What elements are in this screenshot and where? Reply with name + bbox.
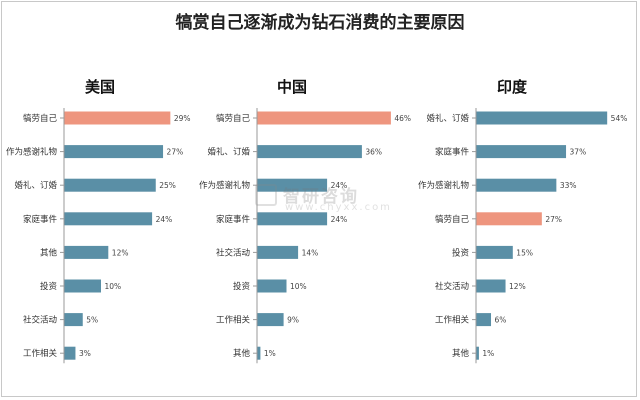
bar — [257, 313, 284, 327]
category-label: 其他 — [452, 348, 470, 359]
value-label: 24% — [156, 215, 173, 224]
bar — [64, 212, 153, 226]
bar — [476, 212, 542, 226]
category-label: 犒劳自己 — [435, 214, 470, 225]
bar — [257, 145, 362, 159]
watermark-text: 智研咨询 — [283, 187, 359, 207]
value-label: 24% — [331, 181, 348, 190]
bar — [64, 145, 164, 159]
bar — [257, 212, 328, 226]
bar — [476, 145, 567, 159]
value-label: 12% — [112, 248, 129, 257]
category-label: 家庭事件 — [216, 214, 251, 225]
category-label: 工作相关 — [23, 348, 58, 359]
category-label: 社交活动 — [216, 247, 251, 258]
value-label: 46% — [394, 114, 411, 123]
value-label: 3% — [79, 349, 91, 358]
category-label: 家庭事件 — [23, 214, 58, 225]
category-label: 犒劳自己 — [23, 113, 58, 124]
bar — [64, 313, 83, 327]
value-label: 15% — [516, 248, 533, 257]
value-label: 1% — [264, 349, 276, 358]
value-label: 27% — [545, 215, 562, 224]
value-label: 33% — [560, 181, 577, 190]
bar — [64, 279, 101, 293]
bar — [64, 245, 109, 259]
value-label: 54% — [611, 114, 628, 123]
bar — [64, 346, 76, 360]
bar — [64, 111, 171, 125]
category-label: 投资 — [233, 281, 251, 292]
bar — [476, 178, 557, 192]
category-label: 其他 — [233, 348, 251, 359]
value-label: 9% — [287, 316, 299, 325]
bar — [257, 245, 299, 259]
category-label: 投资 — [452, 247, 470, 258]
value-label: 6% — [495, 316, 507, 325]
value-label: 14% — [302, 248, 319, 257]
bar — [257, 279, 287, 293]
watermark-url: www.chyxx.com — [285, 202, 392, 213]
bar — [257, 346, 261, 360]
panel-title: 中国 — [277, 78, 307, 96]
bar — [476, 279, 506, 293]
chart-title: 犒赏自己逐渐成为钻石消费的主要原因 — [175, 13, 465, 33]
category-label: 工作相关 — [216, 315, 251, 326]
value-label: 12% — [509, 282, 526, 291]
bar — [257, 178, 328, 192]
value-label: 1% — [482, 349, 494, 358]
bar — [476, 245, 513, 259]
value-label: 27% — [167, 148, 184, 157]
category-label: 工作相关 — [435, 315, 470, 326]
value-label: 36% — [365, 148, 382, 157]
category-label: 婚礼、订婚 — [14, 180, 57, 191]
value-label: 29% — [174, 114, 191, 123]
bar — [64, 178, 156, 192]
value-label: 37% — [570, 148, 587, 157]
panel-title: 印度 — [497, 78, 528, 96]
category-label: 作为感谢礼物 — [6, 147, 58, 158]
category-label: 家庭事件 — [435, 147, 470, 158]
category-label: 犒劳自己 — [216, 113, 251, 124]
bar — [476, 313, 492, 327]
value-label: 25% — [159, 181, 176, 190]
watermark: 智研咨询 www.chyxx.com — [255, 180, 395, 220]
bar — [476, 346, 479, 360]
panel-title: 美国 — [85, 78, 115, 96]
category-label: 作为感谢礼物 — [418, 180, 470, 191]
category-label: 婚礼、订婚 — [207, 147, 250, 158]
bar — [476, 111, 608, 125]
watermark-logo-icon — [255, 184, 277, 206]
category-label: 社交活动 — [23, 315, 58, 326]
category-label: 其他 — [40, 247, 58, 258]
bar — [257, 111, 391, 125]
category-label: 投资 — [40, 281, 58, 292]
value-label: 24% — [331, 215, 348, 224]
value-label: 10% — [105, 282, 122, 291]
category-label: 作为感谢礼物 — [199, 180, 251, 191]
value-label: 5% — [86, 316, 98, 325]
value-label: 10% — [290, 282, 307, 291]
category-label: 社交活动 — [435, 281, 470, 292]
category-label: 婚礼、订婚 — [426, 113, 469, 124]
